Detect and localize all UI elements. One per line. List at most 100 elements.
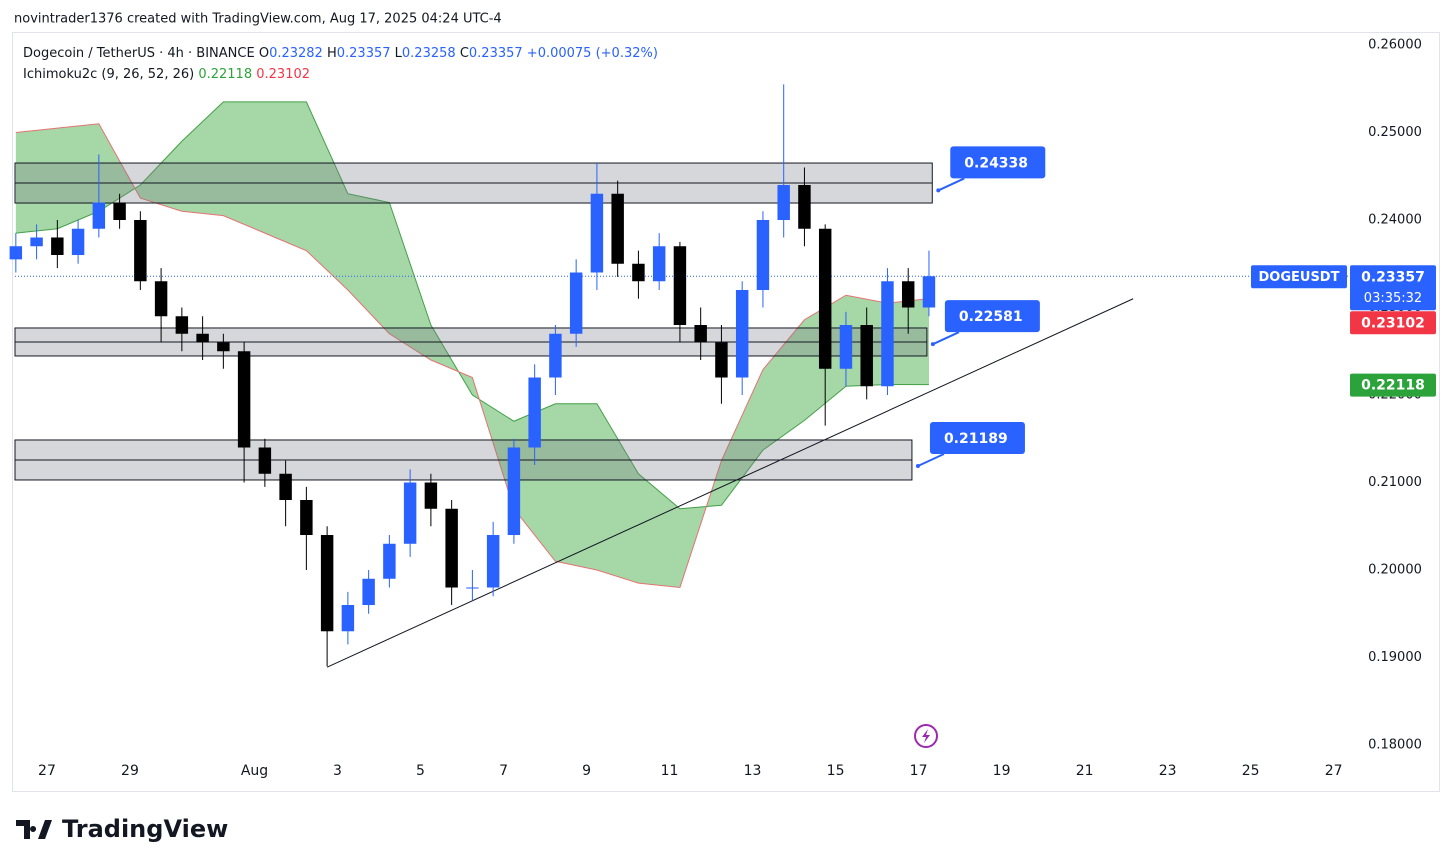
logo: TradingView bbox=[16, 815, 228, 843]
candle-body bbox=[652, 246, 666, 282]
candle-body bbox=[673, 246, 687, 326]
candle-body bbox=[9, 246, 23, 260]
header: novintrader1376 created with TradingView… bbox=[14, 12, 502, 27]
indicator-tag-text: 0.23102 bbox=[1361, 315, 1425, 331]
candle-body bbox=[403, 482, 417, 544]
logo-text: TradingView bbox=[62, 815, 228, 843]
indicator-tag bbox=[1350, 373, 1436, 397]
candle-body bbox=[818, 228, 832, 369]
candle-body bbox=[590, 193, 604, 273]
ohlc-key: C bbox=[460, 46, 469, 61]
x-tick-label: 7 bbox=[499, 763, 508, 779]
x-tick-label: 29 bbox=[121, 763, 139, 779]
candle-body bbox=[237, 351, 251, 448]
indicator-tag bbox=[1350, 311, 1436, 335]
candle-body bbox=[922, 276, 936, 308]
x-tick-label: 9 bbox=[582, 763, 591, 779]
y-tick-label: 0.21000 bbox=[1368, 475, 1422, 490]
candle-body bbox=[320, 535, 334, 632]
symbol-tag bbox=[1251, 265, 1347, 289]
candle-body bbox=[901, 281, 915, 308]
candle-body bbox=[549, 333, 562, 378]
y-tick-label: 0.19000 bbox=[1368, 650, 1422, 665]
x-tick-label: Aug bbox=[241, 763, 268, 779]
candle-body bbox=[175, 316, 189, 334]
candle-body bbox=[777, 184, 790, 220]
indicator-value: 0.23102 bbox=[256, 67, 310, 82]
candle-body bbox=[735, 290, 749, 378]
candle-body bbox=[632, 263, 645, 282]
indicator-value: 0.22118 bbox=[198, 67, 252, 82]
candle-body bbox=[217, 342, 230, 352]
candle-body bbox=[362, 578, 375, 606]
candle-body bbox=[507, 447, 521, 536]
legend: Dogecoin / TetherUS · 4h · BINANCE O0.23… bbox=[23, 46, 658, 82]
candle-body bbox=[798, 184, 811, 229]
candle-body bbox=[30, 237, 43, 247]
x-tick-label: 25 bbox=[1242, 763, 1260, 779]
plot: 0.24338 0.22581 0.21189 bbox=[9, 44, 1352, 790]
ohlc-key: H bbox=[327, 46, 337, 61]
y-tick-label: 0.24000 bbox=[1368, 212, 1422, 227]
candle-body bbox=[756, 219, 770, 291]
candle-body bbox=[486, 535, 500, 588]
candle-body bbox=[92, 202, 106, 229]
candle-body bbox=[611, 193, 624, 264]
lightning-icon bbox=[914, 724, 938, 748]
callout-box bbox=[929, 421, 1025, 454]
symbol-tag-text: DOGEUSDT bbox=[1259, 270, 1340, 285]
callout-dot bbox=[936, 188, 941, 193]
callout-dot bbox=[930, 342, 935, 347]
x-tick-label: 23 bbox=[1159, 763, 1177, 779]
candle-body bbox=[258, 447, 272, 474]
ohlc-value: 0.23282 bbox=[269, 46, 323, 61]
candle-body bbox=[341, 605, 355, 632]
indicator-tag-text: 0.22118 bbox=[1361, 378, 1425, 394]
x-tick-label: 15 bbox=[827, 763, 845, 779]
candle-body bbox=[694, 325, 707, 343]
x-tick-label: 27 bbox=[1325, 763, 1343, 779]
y-tick-label: 0.26000 bbox=[1368, 37, 1422, 52]
callout-dot bbox=[915, 463, 920, 468]
candle-body bbox=[154, 281, 168, 317]
ohlc-value: 0.23357 bbox=[469, 46, 523, 61]
candle-body bbox=[528, 377, 541, 448]
chart-frame bbox=[12, 32, 1440, 792]
candle-body bbox=[383, 543, 396, 579]
ohlc-key: L bbox=[395, 46, 403, 61]
candle-body bbox=[569, 272, 583, 334]
callout-label: 0.22581 bbox=[959, 309, 1023, 325]
change: +0.00075 (+0.32%) bbox=[527, 46, 658, 61]
callout-box bbox=[950, 146, 1046, 179]
trendline bbox=[326, 298, 1134, 668]
legend-line: Dogecoin / TetherUS · 4h · BINANCE O0.23… bbox=[23, 46, 658, 61]
candle-body bbox=[715, 342, 728, 378]
x-tick-label: 21 bbox=[1076, 763, 1094, 779]
callout-box bbox=[944, 300, 1040, 333]
x-tick-label: 5 bbox=[416, 763, 425, 779]
candle-body bbox=[51, 237, 64, 255]
candle-body bbox=[466, 587, 479, 589]
countdown: 03:35:32 bbox=[1364, 291, 1422, 306]
candle-body bbox=[860, 325, 873, 387]
candle-body bbox=[445, 508, 458, 588]
price-tag bbox=[1350, 265, 1436, 311]
ohlc-value: 0.23357 bbox=[337, 46, 391, 61]
cloud-fill bbox=[15, 101, 929, 588]
callout-label: 0.21189 bbox=[944, 431, 1008, 447]
y-tick-label: 0.18000 bbox=[1368, 738, 1422, 753]
x-tick-label: 11 bbox=[661, 763, 679, 779]
y-tick-label: 0.25000 bbox=[1368, 125, 1422, 140]
x-tick-label: 3 bbox=[333, 763, 342, 779]
candle-body bbox=[881, 281, 894, 387]
callout-pointer bbox=[917, 453, 945, 467]
candle-body bbox=[279, 473, 292, 501]
x-tick-label: 17 bbox=[910, 763, 928, 779]
x-tick-label: 27 bbox=[38, 763, 56, 779]
callout-label: 0.24338 bbox=[964, 155, 1028, 171]
candle-body bbox=[839, 325, 853, 369]
candle-body bbox=[196, 333, 209, 343]
x-tick-label: 13 bbox=[744, 763, 762, 779]
